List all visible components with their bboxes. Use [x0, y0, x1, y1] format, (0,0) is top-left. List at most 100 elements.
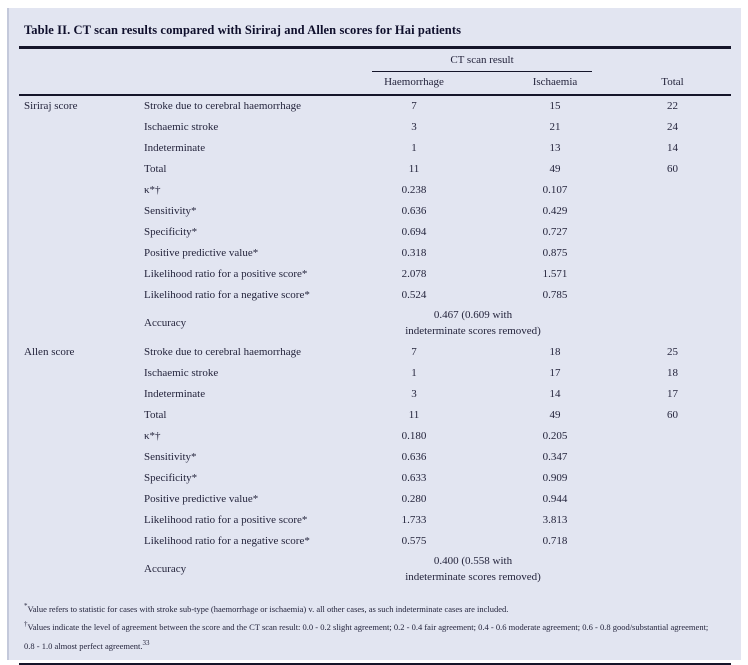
cell-total: 17	[667, 387, 678, 400]
footnote-asterisk-marker: *	[24, 602, 28, 610]
cell-ischaemia: 1.571	[542, 267, 568, 280]
cell-haemorrhage: 0.694	[401, 225, 427, 238]
cell-haemorrhage: 2.078	[401, 267, 427, 280]
row-label: Indeterminate	[144, 141, 206, 154]
section-group-spacer	[19, 467, 142, 488]
cell-haemorrhage: 11	[408, 408, 420, 421]
row-label: Total	[144, 162, 167, 175]
row-label: Ischaemic stroke	[144, 120, 219, 133]
footnote-dagger-text: Values indicate the level of agreement b…	[24, 622, 709, 651]
footnote-dagger: †Values indicate the level of agreement …	[24, 617, 719, 654]
column-header-total: Total	[614, 72, 731, 96]
accuracy-value: 0.400 (0.558 with indeterminate scores r…	[405, 555, 541, 583]
footnote-dagger-reference: 33	[142, 638, 150, 647]
cell-ischaemia: 0.785	[542, 288, 568, 301]
table-row: Total 11 49 60	[19, 158, 731, 179]
cell-ischaemia: 14	[549, 387, 561, 400]
table-row: Sensitivity* 0.636 0.429	[19, 200, 731, 221]
row-label: Stroke due to cerebral haemorrhage	[144, 100, 301, 112]
cell-ischaemia: 13	[549, 141, 561, 154]
cell-total: 60	[667, 162, 678, 175]
table-row: Sensitivity* 0.636 0.347	[19, 446, 731, 467]
section-group-spacer	[19, 488, 142, 509]
row-label: Accuracy	[144, 563, 187, 575]
table-header: CT scan result Haemorrhage Ischaemia Tot…	[19, 49, 731, 96]
table-panel: Table II. CT scan results compared with …	[7, 8, 741, 665]
row-label: Likelihood ratio for a negative score*	[144, 534, 310, 547]
cell-ischaemia: 18	[549, 345, 561, 358]
cell-ischaemia: 49	[549, 162, 561, 175]
footnote-asterisk-text: Value refers to statistic for cases with…	[27, 603, 509, 614]
row-label: Sensitivity*	[144, 204, 197, 217]
section-group-spacer	[19, 158, 142, 179]
cell-total	[614, 551, 731, 587]
cell-total	[614, 200, 731, 221]
table-row: Likelihood ratio for a positive score* 2.…	[19, 263, 731, 284]
row-label: Stroke due to cerebral haemorrhage	[144, 345, 301, 358]
cell-ischaemia: 0.944	[542, 492, 568, 505]
cell-haemorrhage: 0.524	[401, 288, 427, 301]
table-row: Siriraj score Stroke due to cerebral haem…	[19, 95, 731, 116]
table-row: Accuracy 0.400 (0.558 with indeterminate …	[19, 551, 731, 587]
section-group-spacer	[19, 263, 142, 284]
table-row: Likelihood ratio for a positive score* 1.…	[19, 509, 731, 530]
footnote-dagger-marker: †	[24, 620, 28, 629]
results-table: CT scan result Haemorrhage Ischaemia Tot…	[19, 49, 731, 587]
row-label: Likelihood ratio for a positive score*	[144, 267, 308, 280]
cell-haemorrhage: 0.318	[401, 246, 427, 259]
row-label: Likelihood ratio for a positive score*	[144, 513, 308, 526]
cell-ischaemia: 49	[549, 408, 561, 421]
cell-total: 22	[667, 100, 678, 112]
table-row: Accuracy 0.467 (0.609 with indeterminate …	[19, 305, 731, 341]
section-group-spacer	[19, 551, 142, 587]
cell-ischaemia: 0.347	[542, 450, 568, 463]
footnotes: *Value refers to statistic for cases wit…	[19, 599, 719, 654]
cell-ischaemia: 21	[549, 120, 561, 133]
ct-scan-result-spanner: CT scan result	[332, 49, 614, 72]
section-group-spacer	[19, 200, 142, 221]
row-label: Indeterminate	[144, 387, 206, 400]
cell-total	[614, 446, 731, 467]
section-group-spacer	[19, 116, 142, 137]
cell-haemorrhage: 1	[411, 141, 417, 154]
table-row: Positive predictive value* 0.280 0.944	[19, 488, 731, 509]
cell-haemorrhage: 1.733	[401, 513, 427, 526]
table-row: Likelihood ratio for a negative score* 0.…	[19, 530, 731, 551]
footnote-asterisk: *Value refers to statistic for cases wit…	[24, 599, 719, 617]
section-group-label: Allen score	[24, 345, 75, 358]
header-spacer	[19, 72, 142, 96]
section-group-spacer	[19, 362, 142, 383]
ct-scan-result-header: CT scan result	[372, 54, 592, 72]
section-group-spacer	[19, 425, 142, 446]
row-label: κ*†	[144, 429, 161, 442]
accuracy-value: 0.467 (0.609 with indeterminate scores r…	[405, 309, 541, 337]
cell-haemorrhage: 0.180	[401, 429, 427, 442]
cell-total	[614, 530, 731, 551]
table-body: Siriraj score Stroke due to cerebral haem…	[19, 95, 731, 587]
cell-haemorrhage: 0.636	[401, 450, 427, 463]
cell-ischaemia: 0.727	[542, 225, 568, 238]
cell-haemorrhage: 0.280	[401, 492, 427, 505]
section-group-spacer	[19, 509, 142, 530]
row-label: κ*†	[144, 183, 161, 196]
header-spacer	[142, 49, 332, 72]
cell-total	[614, 467, 731, 488]
section-group-spacer	[19, 221, 142, 242]
cell-haemorrhage: 3	[411, 387, 417, 400]
cell-ischaemia: 0.718	[542, 534, 568, 547]
cell-haemorrhage: 0.636	[401, 204, 427, 217]
row-label: Sensitivity*	[144, 450, 197, 463]
cell-total: 18	[667, 366, 678, 379]
section-group-spacer	[19, 179, 142, 200]
row-label: Positive predictive value*	[144, 246, 259, 259]
cell-ischaemia: 0.909	[542, 471, 568, 484]
row-label: Specificity*	[144, 225, 198, 238]
table-row: Allen score Stroke due to cerebral haemor…	[19, 341, 731, 362]
table-row: κ*† 0.180 0.205	[19, 425, 731, 446]
table-row: Total 11 49 60	[19, 404, 731, 425]
cell-total	[614, 305, 731, 341]
cell-haemorrhage: 7	[411, 345, 417, 358]
cell-total: 14	[667, 141, 678, 154]
cell-total	[614, 242, 731, 263]
